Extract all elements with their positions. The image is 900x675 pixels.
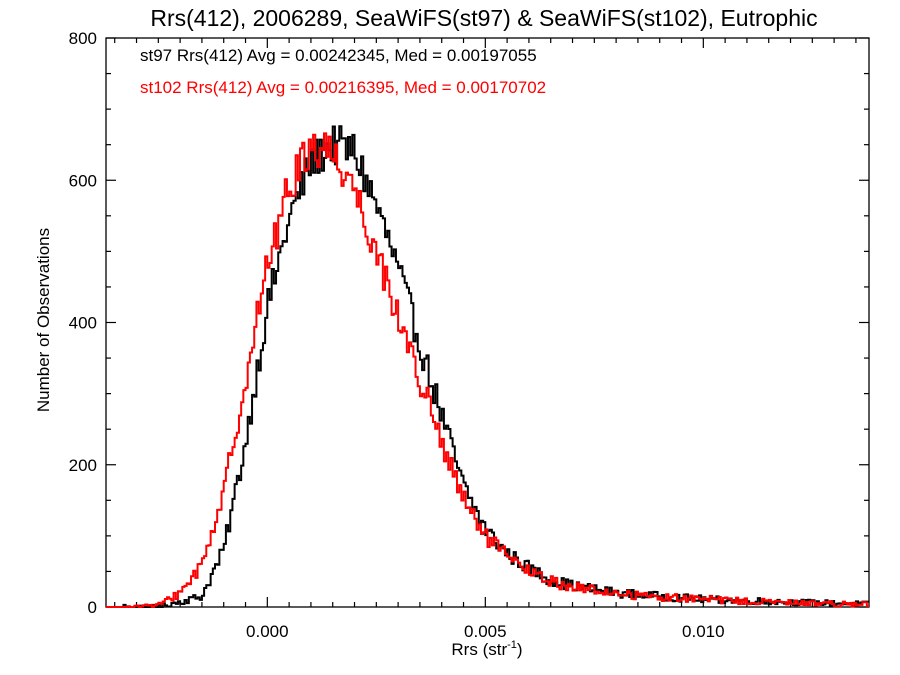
legend-entry-st102: st102 Rrs(412) Avg = 0.00216395, Med = 0… — [140, 78, 546, 97]
x-axis-label-close: ) — [517, 640, 523, 659]
plot-frame — [105, 37, 870, 608]
y-tick-label: 200 — [69, 456, 97, 475]
y-tick-label: 0 — [88, 598, 97, 617]
x-tick-label: 0.005 — [464, 622, 507, 641]
y-tick-label: 600 — [69, 171, 97, 190]
y-axis-label: Number of Observations — [34, 228, 53, 412]
axis-ticks — [106, 37, 869, 608]
series-lines — [106, 125, 869, 608]
x-tick-label: 0.010 — [682, 622, 725, 641]
axis-tick-labels: 0.000 0.005 0.010 0 200 400 600 800 — [69, 29, 725, 641]
x-tick-label: 0.000 — [246, 622, 289, 641]
x-axis-label: Rrs (str-1) — [451, 639, 522, 659]
series-line-st102 — [106, 132, 869, 608]
x-axis-label-superscript: -1 — [507, 639, 517, 651]
y-tick-label: 800 — [69, 29, 97, 48]
x-axis-label-base: Rrs (str — [451, 640, 507, 659]
chart-title: Rrs(412), 2006289, SeaWiFS(st97) & SeaWi… — [150, 5, 817, 31]
legend-entry-st97: st97 Rrs(412) Avg = 0.00242345, Med = 0.… — [140, 46, 537, 65]
y-tick-label: 400 — [69, 314, 97, 333]
